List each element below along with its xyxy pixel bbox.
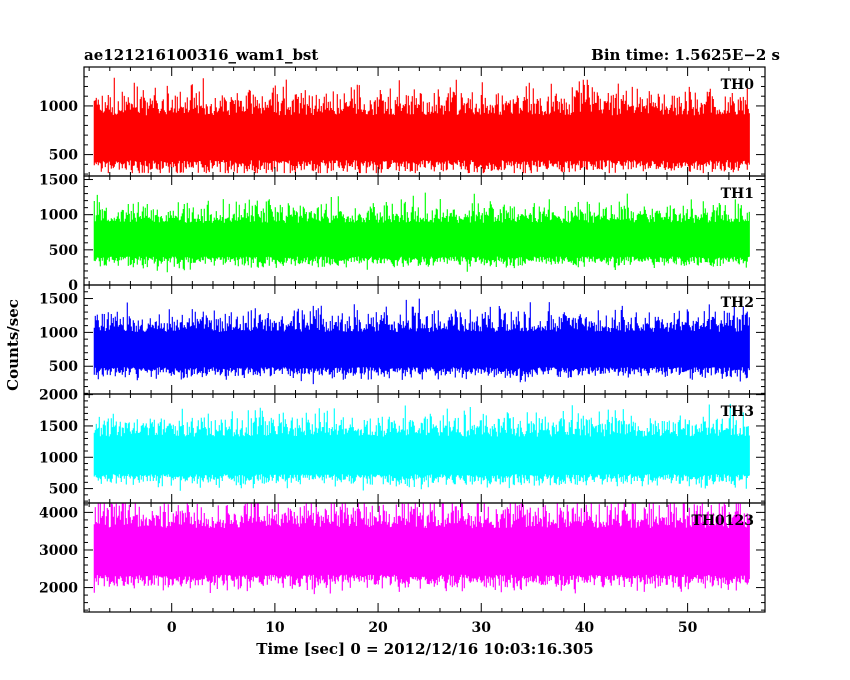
y-tick-label: 1500 [39, 292, 78, 308]
panel-th2: 500 1000 1500 TH2 [39, 284, 766, 395]
y-tick-label: 1500 [39, 419, 78, 435]
y-tick-label: 1000 [39, 208, 78, 224]
panel-label-th0: TH0 [721, 77, 755, 93]
x-tick-label: 0 [167, 620, 177, 636]
panel-label-th3: TH3 [721, 404, 754, 420]
x-tick-label: 30 [472, 620, 492, 636]
y-tick-label: 1500 [39, 173, 78, 189]
y-tick-label: 500 [49, 482, 78, 498]
panel-label-th2: TH2 [721, 295, 754, 311]
panel-th1: 0 500 1000 1500 TH1 [39, 173, 766, 294]
y-tick-label: 500 [49, 243, 78, 259]
y-tick-label: 2000 [39, 581, 78, 597]
panel-th0123: 2000 3000 4000 TH0123 [39, 502, 766, 613]
series-trace-th1 [93, 192, 750, 273]
panel-label-th0123: TH0123 [691, 513, 754, 529]
y-tick-label: 1000 [39, 450, 78, 466]
y-axis-title: Counts/sec [4, 299, 22, 391]
panel-th0: 500 1000 TH0 [39, 66, 766, 177]
y-tick-label: 500 [49, 359, 78, 375]
panel-th3: 500 1000 1500 2000 TH3 [39, 388, 766, 504]
series-trace-th0123 [93, 503, 750, 595]
x-tick-label: 10 [265, 620, 285, 636]
y-tick-label: 500 [49, 148, 78, 164]
panel-label-th1: TH1 [721, 186, 754, 202]
y-tick-label: 0 [68, 278, 78, 294]
y-tick-label: 2000 [39, 388, 78, 404]
bin-time-label: Bin time: 1.5625E−2 s [591, 46, 780, 64]
series-trace-th3 [93, 403, 750, 491]
x-tick-label: 40 [575, 620, 595, 636]
y-tick-label: 3000 [39, 543, 78, 559]
series-trace-th2 [93, 298, 750, 385]
y-tick-label: 1000 [39, 325, 78, 341]
y-tick-label: 4000 [39, 505, 78, 521]
y-tick-label: 1000 [39, 99, 78, 115]
series-trace-th0 [93, 77, 750, 174]
x-axis-title: Time [sec] 0 = 2012/12/16 10:03:16.305 [256, 640, 593, 658]
chart-title: ae121216100316_wam1_bst [84, 46, 318, 64]
x-tick-label: 50 [678, 620, 698, 636]
x-tick-label: 20 [368, 620, 388, 636]
